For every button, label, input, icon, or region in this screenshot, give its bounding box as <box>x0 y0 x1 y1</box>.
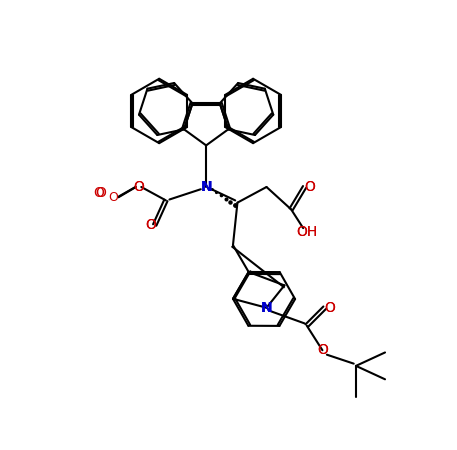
Text: O: O <box>96 186 106 200</box>
Text: O: O <box>317 343 328 357</box>
Text: O: O <box>108 191 118 204</box>
Text: N: N <box>260 301 272 315</box>
Text: OH: OH <box>296 225 318 239</box>
Text: OH: OH <box>296 225 318 239</box>
Text: O: O <box>304 180 315 194</box>
Text: O: O <box>146 218 157 232</box>
Text: O: O <box>93 186 104 200</box>
Text: N: N <box>200 180 212 194</box>
Text: N: N <box>200 180 212 194</box>
Text: O: O <box>317 343 328 357</box>
Text: O: O <box>324 301 335 315</box>
Text: O: O <box>304 180 315 194</box>
Text: O: O <box>133 180 144 194</box>
Text: O: O <box>145 218 156 232</box>
Text: O: O <box>324 301 335 315</box>
Text: N: N <box>260 301 272 315</box>
Text: O: O <box>133 180 144 194</box>
